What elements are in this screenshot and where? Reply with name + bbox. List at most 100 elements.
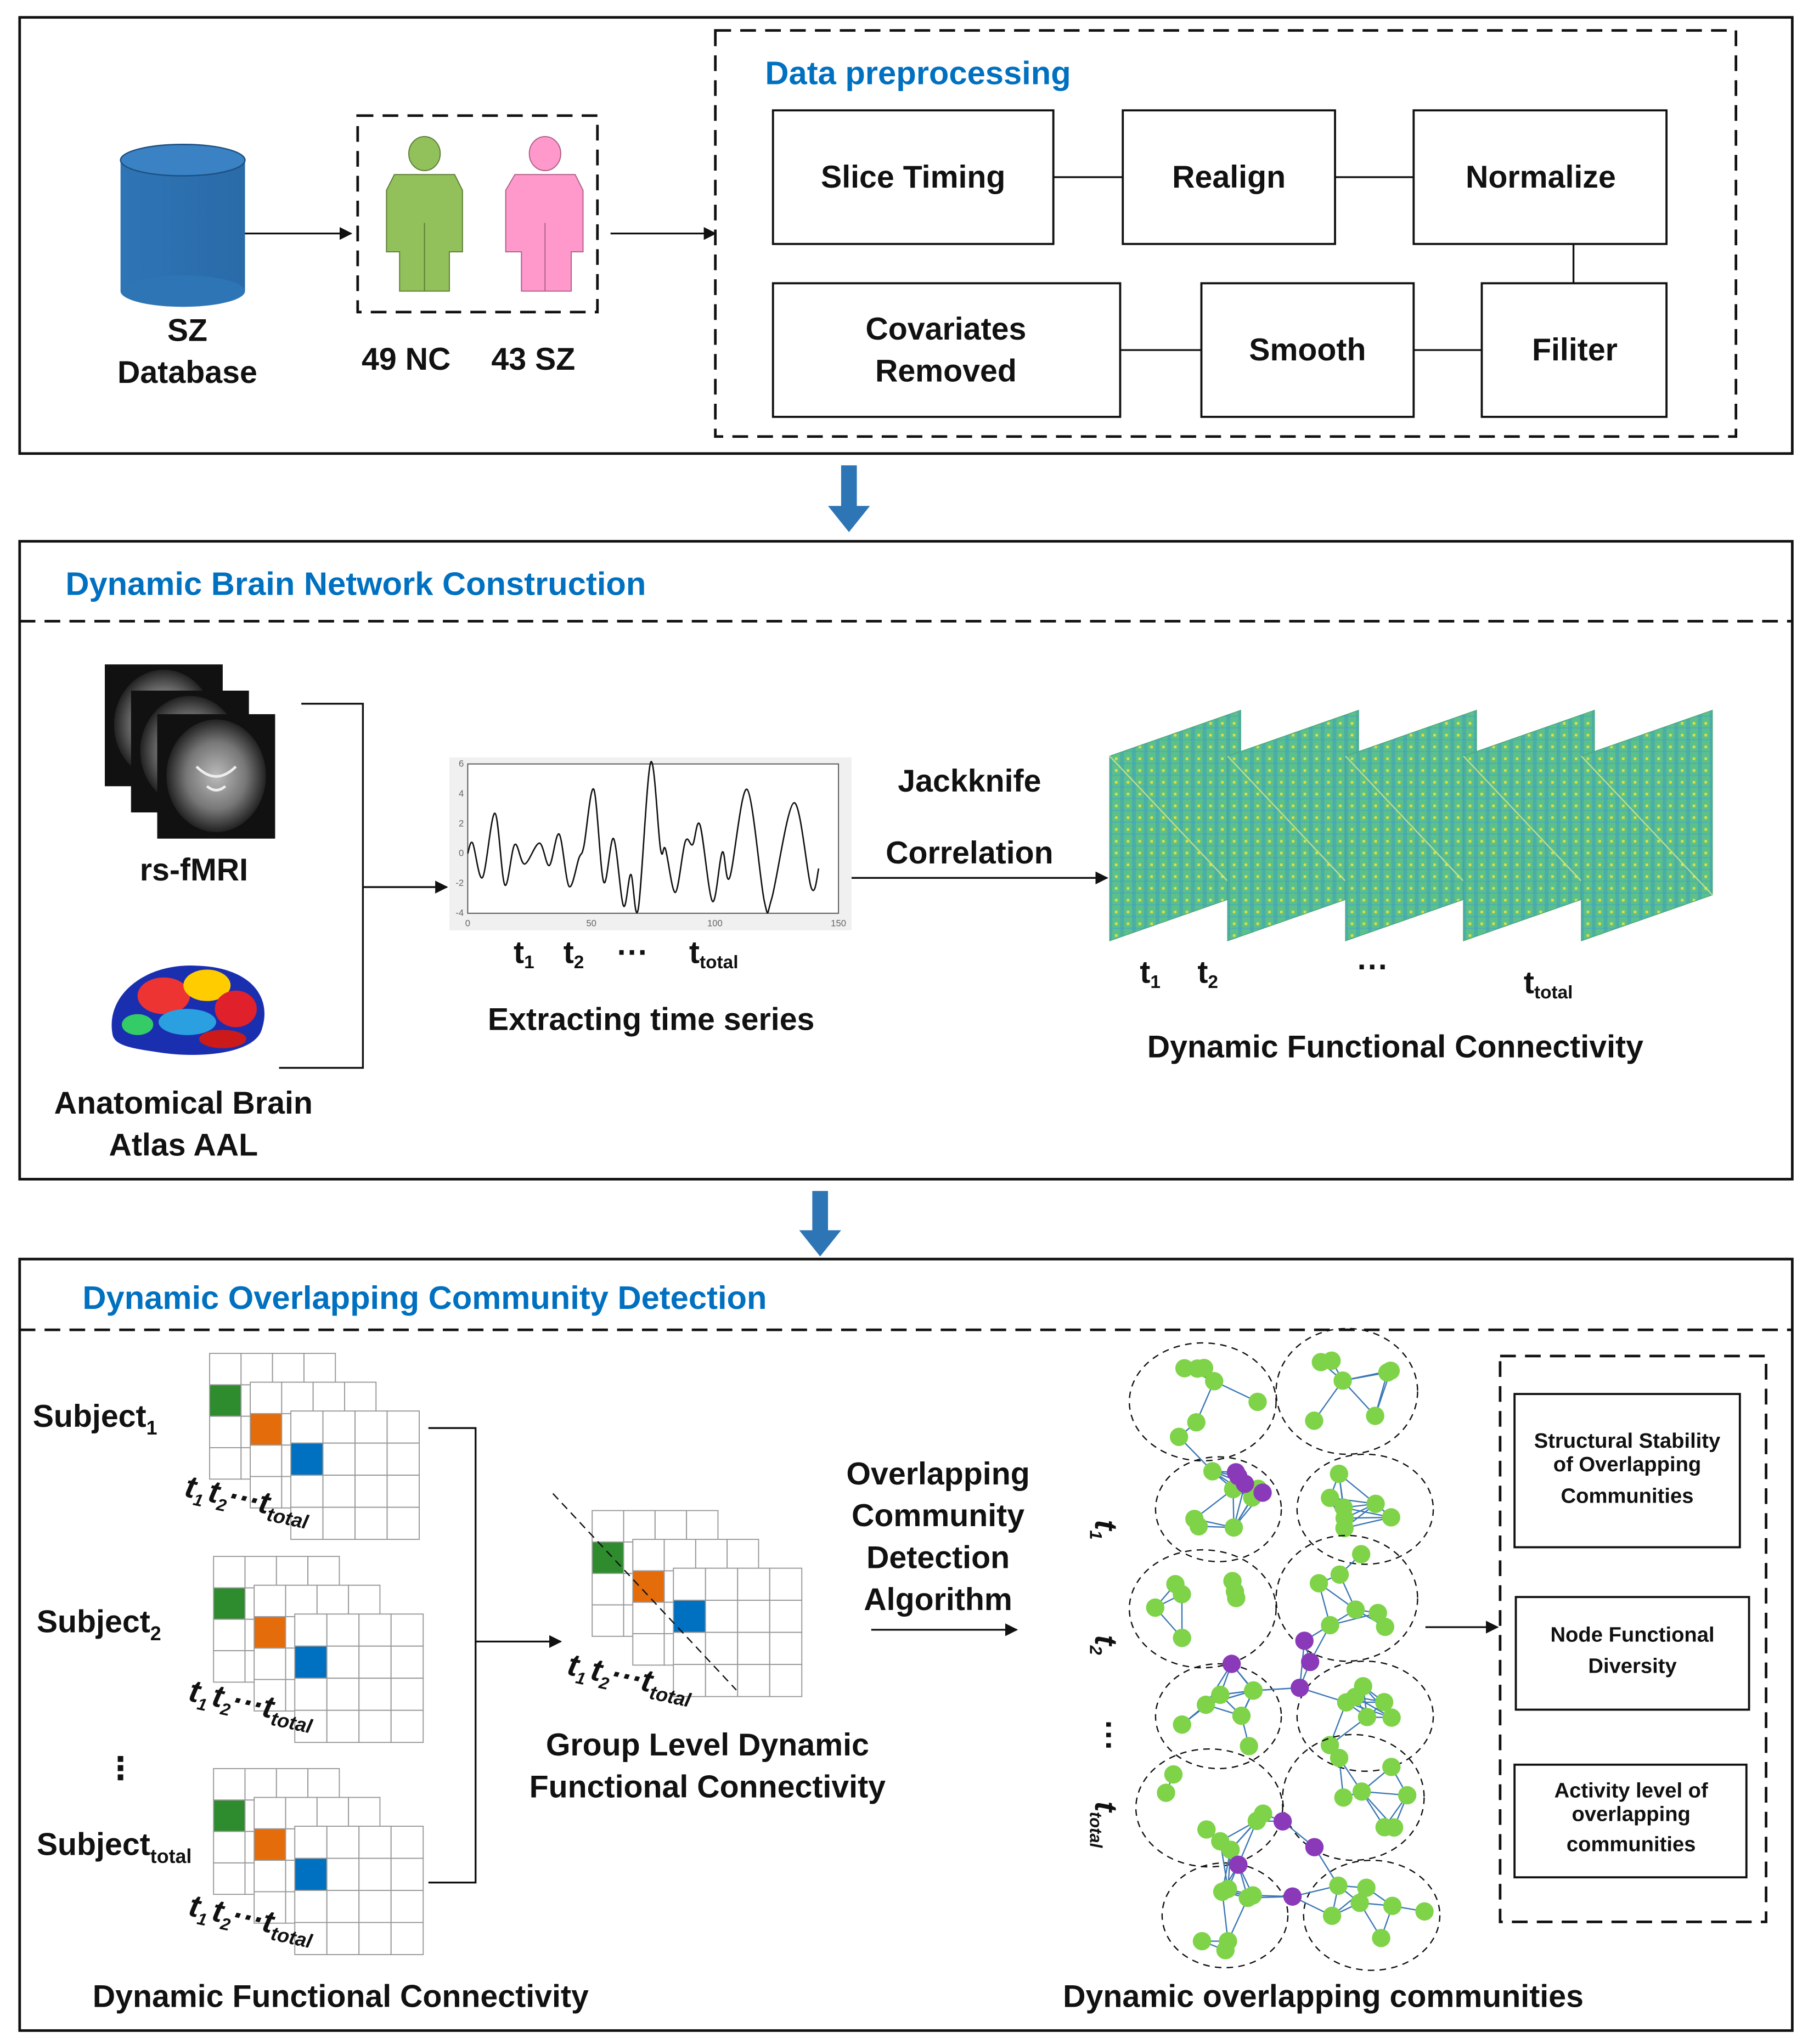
svg-text:Realign: Realign — [1172, 160, 1286, 195]
matrix-cell — [386, 1442, 420, 1476]
community-boundary — [1154, 1456, 1282, 1562]
network-node — [1175, 1359, 1194, 1377]
network-node — [1350, 1893, 1369, 1912]
community-boundary — [1296, 1660, 1434, 1772]
network-node — [1247, 1811, 1266, 1831]
network-node — [1224, 1518, 1243, 1537]
algorithm-label: Community — [852, 1498, 1024, 1533]
subject-ellipsis: ⋮ — [105, 1751, 136, 1786]
network-node — [1219, 1932, 1237, 1951]
svg-text:Structural Stability: Structural Stability — [1534, 1429, 1721, 1453]
matrix-cell — [244, 1768, 277, 1801]
network-node — [1335, 1518, 1354, 1538]
dfc-time-labels: t1 t2 ··· ttotal — [1140, 950, 1573, 1003]
group-matrix-cell — [695, 1539, 728, 1572]
group-diagonal — [552, 1493, 737, 1691]
network-construction-section: Dynamic Brain Network Construction rs-fM… — [18, 540, 1794, 1181]
step-covariates-removed: Covariates Removed — [771, 282, 1122, 418]
network-node — [1196, 1695, 1215, 1714]
x-tick-label: 50 — [586, 918, 596, 929]
step-smooth: Smooth — [1200, 282, 1415, 418]
community-boundary — [1161, 1862, 1289, 1969]
svg-text:overlapping: overlapping — [1572, 1802, 1690, 1826]
network-node — [1358, 1708, 1377, 1726]
matrix-cell — [326, 1922, 360, 1955]
step-realign: Realign — [1122, 109, 1336, 245]
network-node — [1320, 1736, 1339, 1754]
matrix-cell — [213, 1831, 246, 1864]
matrix-cell — [285, 1584, 318, 1617]
matrix-cell — [290, 1442, 324, 1476]
matrix-cell — [326, 1645, 360, 1679]
group-matrix-cell — [737, 1631, 770, 1665]
matrix-cell — [390, 1709, 424, 1743]
dfc-label: Dynamic Functional Connectivity — [1147, 1029, 1643, 1064]
matrix-cell — [307, 1768, 340, 1801]
network-node — [1366, 1407, 1384, 1425]
matrix-cell — [213, 1650, 246, 1683]
matrix-cell — [390, 1645, 424, 1679]
group-label: Functional Connectivity — [530, 1770, 886, 1805]
group-matrix-cell — [592, 1604, 624, 1637]
matrix-cell — [254, 1860, 286, 1893]
matrix-cell — [285, 1797, 318, 1830]
matrix-cell — [326, 1613, 360, 1647]
network-node — [1352, 1782, 1371, 1801]
matrix-cell — [213, 1618, 246, 1652]
matrix-cell — [390, 1857, 424, 1891]
overlapping-node — [1253, 1483, 1272, 1502]
matrix-cell — [348, 1797, 381, 1830]
network-node — [1173, 1715, 1191, 1734]
group-matrix-cell — [705, 1631, 739, 1665]
matrix-cell — [326, 1890, 360, 1923]
algorithm-label: Overlapping — [846, 1456, 1029, 1492]
y-tick-label: -2 — [455, 878, 464, 888]
matrix-cell — [390, 1890, 424, 1923]
matrix-cell — [312, 1381, 345, 1414]
community-boundary — [1275, 1328, 1418, 1455]
time-series-line — [467, 761, 820, 914]
dfc-matrix-stack — [1109, 709, 1713, 941]
overlapping-node — [1222, 1655, 1241, 1673]
svg-text:Node Functional: Node Functional — [1550, 1623, 1714, 1646]
matrix-cell — [358, 1826, 392, 1859]
network-node — [1378, 1363, 1397, 1382]
network-node — [1187, 1413, 1206, 1432]
network-node — [1211, 1685, 1230, 1704]
matrix-cell — [209, 1384, 242, 1417]
matrix-cell — [290, 1506, 324, 1540]
svg-text:Slice Timing: Slice Timing — [821, 160, 1005, 195]
overlapping-node — [1300, 1652, 1320, 1672]
group-matrix-cell — [737, 1600, 770, 1633]
rsfmri-label: rs-fMRI — [140, 852, 248, 888]
matrix-cell — [386, 1475, 420, 1508]
group-matrix-cell — [663, 1539, 696, 1572]
network-node — [1330, 1464, 1348, 1483]
network-node — [1185, 1510, 1204, 1528]
y-tick-label: -4 — [455, 908, 464, 918]
community-boundary — [1128, 1549, 1277, 1669]
network-node — [1197, 1820, 1216, 1839]
matrix-diagonal — [1109, 755, 1242, 896]
group-matrix-cell — [737, 1664, 770, 1697]
x-tick-label: 100 — [707, 918, 723, 929]
group-matrix-cell — [673, 1664, 706, 1697]
network-node — [1351, 1545, 1371, 1563]
group-matrix-cell — [705, 1664, 739, 1697]
nc-count-label: 49 NC — [362, 342, 450, 377]
community-boundary — [1296, 1453, 1434, 1565]
network-node — [1357, 1878, 1376, 1897]
network-node — [1382, 1708, 1401, 1727]
preprocessing-panel: Data preprocessing Slice Timing Realign … — [714, 29, 1738, 438]
matrix-cell — [386, 1506, 420, 1540]
matrix-diagonal — [1227, 755, 1359, 896]
matrix-cell — [322, 1410, 356, 1444]
matrix-cell — [358, 1709, 392, 1743]
group-time-labels: t1t2···ttotal — [564, 1647, 696, 1712]
matrix-cell — [390, 1922, 424, 1955]
overlapping-node — [1283, 1887, 1302, 1906]
network-node — [1166, 1574, 1185, 1594]
matrix-cell — [290, 1475, 324, 1508]
svg-text:Diversity: Diversity — [1588, 1655, 1677, 1678]
matrix-cell — [294, 1826, 328, 1859]
